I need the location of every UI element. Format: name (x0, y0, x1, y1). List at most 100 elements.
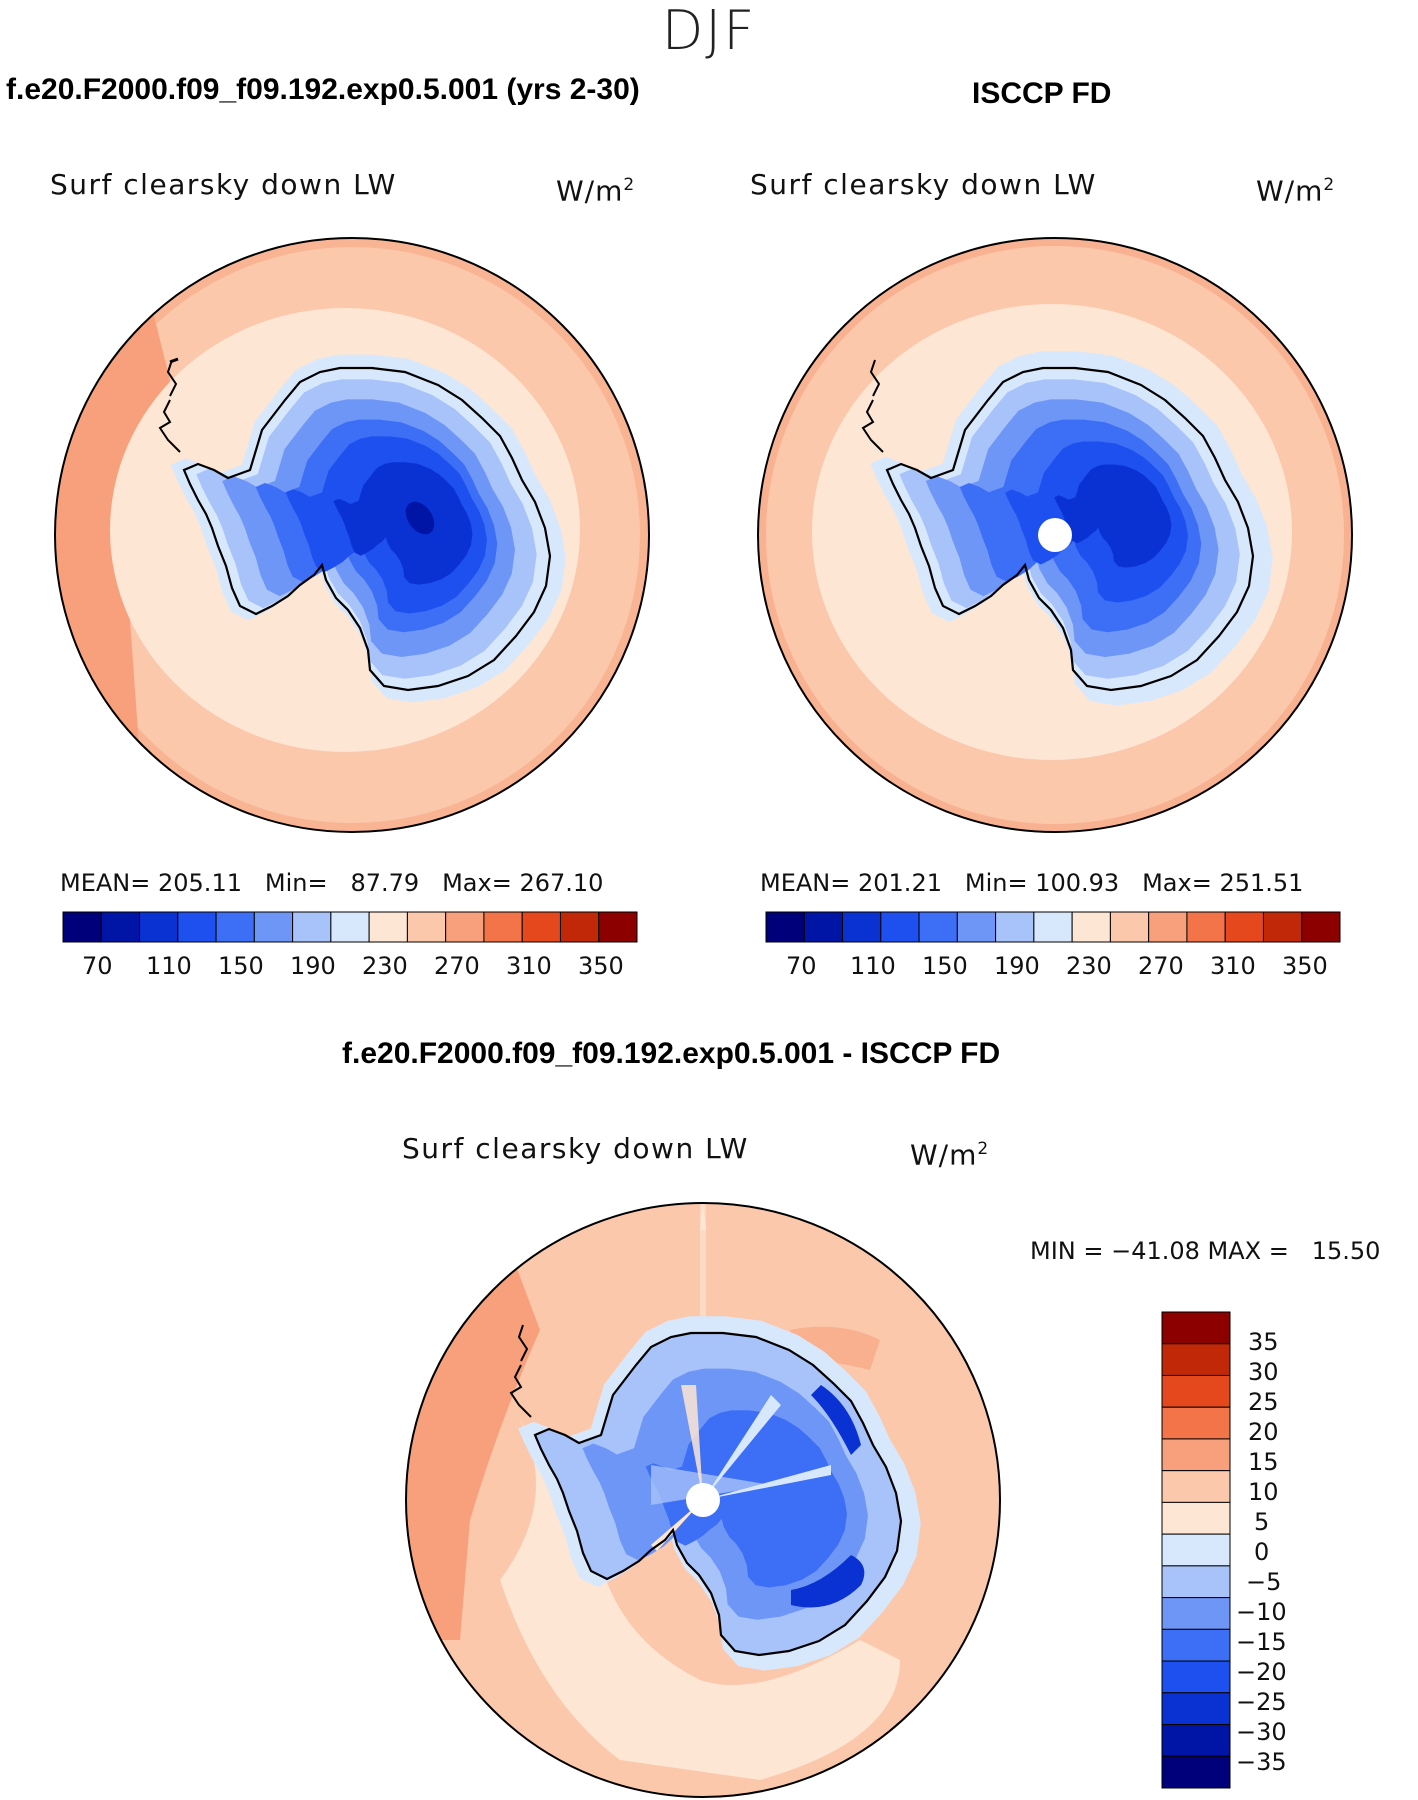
colorbar-swatch (62, 911, 102, 943)
colorbar-swatch (521, 911, 561, 943)
diff-colorbar-tick: 15 (1248, 1448, 1279, 1476)
panel-2-stats: MEAN= 201.21 Min= 100.93 Max= 251.51 (760, 869, 1304, 897)
colorbar-swatch (445, 911, 485, 943)
colorbar-2-tick: 110 (850, 952, 896, 980)
diff-colorbar-tick: −35 (1236, 1748, 1287, 1776)
colorbar-swatch (559, 911, 600, 943)
colorbar-swatch (292, 911, 332, 943)
colorbar-2-tick: 230 (1066, 952, 1112, 980)
colorbar-swatch (803, 911, 844, 943)
colorbar-swatch (1262, 911, 1303, 943)
diff-colorbar-tick: −30 (1236, 1718, 1287, 1746)
colorbar-2-tick: 310 (1210, 952, 1256, 980)
colorbar-1-tick: 310 (506, 952, 552, 980)
diff-colorbar-tick: −5 (1246, 1568, 1282, 1596)
panel-1-units: W/m2 (556, 174, 636, 208)
map-panel-1 (55, 238, 649, 832)
map-panel-diff (406, 1203, 1000, 1797)
panel-2-title: ISCCP FD (972, 77, 1112, 110)
colorbar-swatch (139, 911, 179, 943)
colorbar-swatch (1161, 1628, 1231, 1662)
colorbar-swatch (1161, 1374, 1231, 1408)
colorbar-swatch (406, 911, 447, 943)
panel-2-variable-label: Surf clearsky down LW (750, 168, 1097, 201)
colorbar-swatch (918, 911, 958, 943)
colorbar-swatch (1301, 911, 1341, 943)
panel-1-stats: MEAN= 205.11 Min= 87.79 Max= 267.10 (60, 869, 604, 897)
colorbar-swatch (1161, 1565, 1231, 1599)
panel-2-boundary (757, 237, 1353, 833)
colorbar-swatch (880, 911, 920, 943)
colorbar-swatch (330, 911, 370, 943)
colorbar-1-tick: 110 (146, 952, 192, 980)
colorbar-swatch (1161, 1406, 1231, 1440)
colorbar-swatch (215, 911, 255, 943)
diff-colorbar-tick: −15 (1236, 1628, 1287, 1656)
colorbar-swatch (1148, 911, 1188, 943)
panel-1-title: f.e20.F2000.f09_f09.192.exp0.5.001 (yrs … (6, 73, 640, 106)
diff-pole-mask (686, 1483, 720, 1517)
diff-minmax: MIN = −41.08 MAX = 15.50 (1030, 1237, 1381, 1265)
colorbar-2-tick: 150 (922, 952, 968, 980)
panel-2-units: W/m2 (1256, 174, 1336, 208)
colorbar-swatch (1161, 1438, 1231, 1472)
colorbar-swatch (1033, 911, 1073, 943)
colorbar-swatch (253, 911, 294, 943)
map-panel-2 (758, 238, 1352, 832)
colorbar-swatch (1161, 1755, 1231, 1789)
diff-colorbar (1161, 1311, 1231, 1789)
colorbar-swatch (598, 911, 638, 943)
colorbar-swatch (483, 911, 523, 943)
colorbar-swatch (1109, 911, 1150, 943)
colorbar-2-tick: 350 (1282, 952, 1328, 980)
diff-panel-variable-label: Surf clearsky down LW (402, 1132, 749, 1165)
colorbar-1 (62, 911, 638, 943)
panel-2-pole-mask (1038, 518, 1072, 552)
colorbar-2-tick: 70 (786, 952, 817, 980)
colorbar-1-tick: 270 (434, 952, 480, 980)
colorbar-swatch (765, 911, 805, 943)
colorbar-swatch (1161, 1343, 1231, 1376)
diff-colorbar-tick: 25 (1248, 1388, 1279, 1416)
colorbar-swatch (1161, 1470, 1231, 1503)
diff-panel-title: f.e20.F2000.f09_f09.192.exp0.5.001 - ISC… (342, 1037, 1001, 1070)
diff-colorbar-tick: 30 (1248, 1358, 1279, 1386)
panel-1-variable-label: Surf clearsky down LW (50, 168, 397, 201)
diff-colorbar-tick: 20 (1248, 1418, 1279, 1446)
colorbar-swatch (1071, 911, 1111, 943)
colorbar-swatch (995, 911, 1035, 943)
diff-colorbar-tick: −10 (1236, 1598, 1287, 1626)
diff-colorbar-tick: −25 (1236, 1688, 1287, 1716)
colorbar-swatch (1161, 1533, 1231, 1567)
colorbar-swatch (100, 911, 141, 943)
colorbar-swatch (842, 911, 882, 943)
colorbar-swatch (1161, 1724, 1231, 1757)
colorbar-swatch (1161, 1311, 1231, 1345)
colorbar-swatch (1224, 911, 1264, 943)
colorbar-1-tick: 230 (362, 952, 408, 980)
diff-colorbar-tick: 10 (1248, 1478, 1279, 1506)
colorbar-swatch (368, 911, 408, 943)
diff-colorbar-tick: 5 (1254, 1508, 1270, 1536)
colorbar-1-tick: 350 (578, 952, 624, 980)
colorbar-2 (765, 911, 1341, 943)
diff-colorbar-tick: −20 (1236, 1658, 1287, 1686)
colorbar-1-tick: 190 (290, 952, 336, 980)
colorbar-swatch (1186, 911, 1226, 943)
colorbar-1-tick: 70 (82, 952, 113, 980)
diff-panel-boundary (405, 1202, 1001, 1798)
diff-panel-units: W/m2 (910, 1138, 990, 1172)
colorbar-swatch (1161, 1501, 1231, 1535)
season-title: DJF (661, 0, 757, 62)
colorbar-1-tick: 150 (218, 952, 264, 980)
colorbar-swatch (177, 911, 217, 943)
panel-1-boundary (54, 237, 650, 833)
colorbar-2-tick: 270 (1138, 952, 1184, 980)
colorbar-2-tick: 190 (994, 952, 1040, 980)
colorbar-swatch (1161, 1692, 1231, 1726)
diff-colorbar-tick: 35 (1248, 1328, 1279, 1356)
colorbar-swatch (1161, 1597, 1231, 1630)
colorbar-swatch (1161, 1660, 1231, 1694)
colorbar-swatch (956, 911, 997, 943)
